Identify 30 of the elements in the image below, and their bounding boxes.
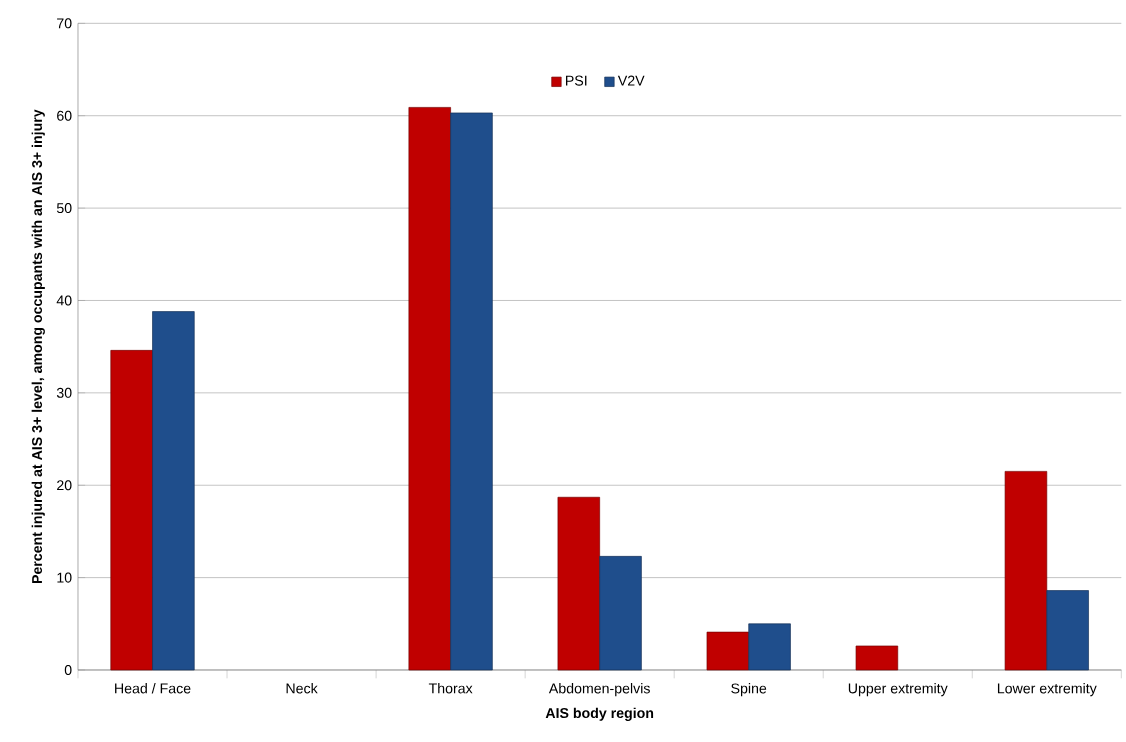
y-tick-label: 10 <box>57 572 72 583</box>
legend-label: PSI <box>566 75 587 86</box>
bar <box>408 107 451 671</box>
y-tick-label: 20 <box>57 480 72 491</box>
bar <box>1046 590 1089 671</box>
x-tick-label: Neck <box>286 682 318 694</box>
x-tick-label: Thorax <box>428 682 473 694</box>
y-tick-label: 40 <box>56 295 72 306</box>
bar <box>450 112 493 671</box>
y-tick-label: 0 <box>64 665 72 676</box>
x-axis-title: AIS body region <box>545 707 654 721</box>
bar <box>706 631 750 671</box>
bar <box>1004 471 1048 671</box>
bar <box>557 496 601 671</box>
x-tick-label: Upper extremity <box>848 682 948 697</box>
x-tick-label: Head / Face <box>115 682 191 694</box>
bar <box>152 311 195 671</box>
y-tick-label: 70 <box>57 18 72 29</box>
bar <box>855 645 899 671</box>
y-tick-label: 50 <box>56 203 72 214</box>
x-tick-label: Spine <box>731 682 767 697</box>
legend-label: V2V <box>617 75 645 86</box>
y-tick-label: 30 <box>56 387 72 398</box>
y-tick-label: 60 <box>57 110 72 121</box>
x-tick-label: Abdomen-pelvis <box>548 682 650 697</box>
x-tick-label: Lower extremity <box>997 682 1097 697</box>
bar <box>599 556 642 671</box>
y-axis-title: Percent injured at AIS 3+ level, among occupants with an AIS 3+ injury <box>31 109 45 584</box>
bar <box>748 623 791 671</box>
bar <box>110 350 153 671</box>
